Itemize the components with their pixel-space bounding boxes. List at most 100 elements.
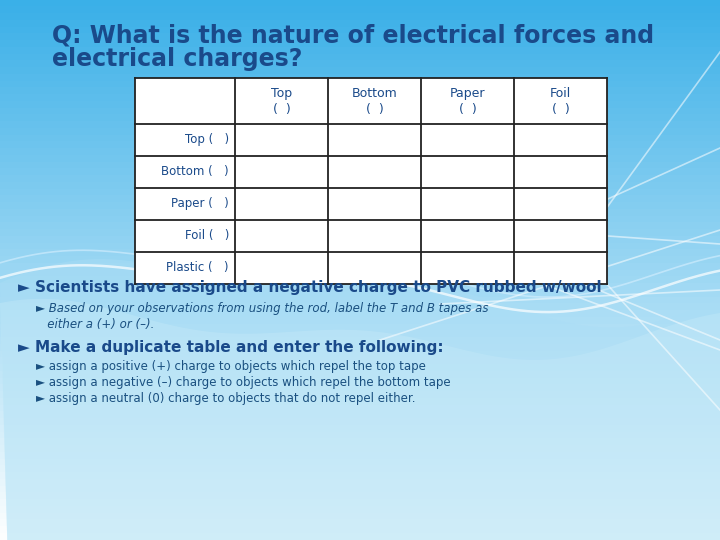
Bar <box>0 411 720 418</box>
Bar <box>0 229 720 237</box>
Bar <box>0 283 720 291</box>
Bar <box>0 533 720 540</box>
Bar <box>0 188 720 195</box>
Bar <box>0 249 720 256</box>
Bar <box>0 472 720 480</box>
Bar <box>0 94 720 102</box>
Bar <box>0 202 720 209</box>
Text: Q: What is the nature of electrical forces and: Q: What is the nature of electrical forc… <box>52 23 654 47</box>
Bar <box>0 431 720 438</box>
Bar <box>0 344 720 351</box>
Text: electrical charges?: electrical charges? <box>52 47 302 71</box>
Bar <box>0 290 720 297</box>
Bar <box>0 0 720 6</box>
Bar <box>0 445 720 453</box>
Text: (  ): ( ) <box>273 103 290 116</box>
Bar <box>0 209 720 216</box>
Bar <box>0 67 720 74</box>
Bar <box>0 155 720 162</box>
Bar <box>0 398 720 405</box>
Bar <box>0 337 720 345</box>
Bar <box>0 384 720 391</box>
Bar <box>0 512 720 519</box>
Bar <box>0 256 720 263</box>
Text: ► assign a neutral (0) charge to objects that do not repel either.: ► assign a neutral (0) charge to objects… <box>36 392 415 405</box>
Bar <box>0 452 720 459</box>
Text: Foil: Foil <box>550 87 571 100</box>
Text: (  ): ( ) <box>459 103 477 116</box>
Text: either a (+) or (–).: either a (+) or (–). <box>36 318 154 331</box>
Bar <box>0 323 720 330</box>
Bar <box>0 121 720 128</box>
Bar <box>0 263 720 270</box>
Bar <box>0 222 720 230</box>
Text: Plastic (   ): Plastic ( ) <box>166 261 229 274</box>
Bar <box>0 519 720 526</box>
Bar <box>0 296 720 303</box>
PathPatch shape <box>0 259 720 540</box>
Bar <box>0 13 720 20</box>
Bar <box>0 134 720 141</box>
Bar <box>0 148 720 156</box>
Bar <box>0 175 720 183</box>
Bar <box>0 317 720 324</box>
Bar <box>0 303 720 310</box>
Bar <box>0 269 720 276</box>
Bar <box>0 87 720 94</box>
Bar <box>0 33 720 40</box>
Text: Top: Top <box>271 87 292 100</box>
Text: Foil (   ): Foil ( ) <box>184 230 229 242</box>
Text: Paper (   ): Paper ( ) <box>171 198 229 211</box>
Text: ► Make a duplicate table and enter the following:: ► Make a duplicate table and enter the f… <box>18 340 444 355</box>
Text: ► assign a negative (–) charge to objects which repel the bottom tape: ► assign a negative (–) charge to object… <box>36 376 451 389</box>
Bar <box>0 364 720 372</box>
Bar <box>0 242 720 249</box>
Bar <box>0 357 720 364</box>
Bar <box>0 485 720 492</box>
Bar <box>0 236 720 243</box>
Bar <box>0 526 720 534</box>
Text: ► Based on your observations from using the rod, label the T and B tapes as: ► Based on your observations from using … <box>36 302 488 315</box>
Bar <box>0 465 720 472</box>
Bar <box>0 418 720 426</box>
Bar <box>0 26 720 33</box>
Bar <box>0 53 720 60</box>
Text: ► assign a positive (+) charge to objects which repel the top tape: ► assign a positive (+) charge to object… <box>36 360 426 373</box>
Text: Bottom: Bottom <box>351 87 397 100</box>
Bar <box>0 499 720 507</box>
Bar <box>0 492 720 500</box>
Bar <box>0 161 720 168</box>
Bar <box>0 80 720 87</box>
Bar <box>0 6 720 14</box>
Bar <box>0 20 720 27</box>
Bar <box>0 404 720 411</box>
Text: Top (   ): Top ( ) <box>185 133 229 146</box>
Bar <box>135 78 607 284</box>
Bar <box>0 350 720 357</box>
Bar <box>0 60 720 68</box>
Bar <box>0 107 720 115</box>
Bar <box>0 458 720 465</box>
Bar <box>0 479 720 486</box>
Bar <box>0 47 720 54</box>
Bar <box>0 128 720 135</box>
Text: (  ): ( ) <box>552 103 570 116</box>
Bar <box>0 114 720 122</box>
Bar <box>0 276 720 284</box>
Text: Bottom (   ): Bottom ( ) <box>161 165 229 179</box>
Bar <box>0 438 720 445</box>
Bar <box>0 377 720 384</box>
Bar <box>0 141 720 149</box>
Bar <box>0 371 720 378</box>
Bar <box>0 182 720 189</box>
Bar <box>0 40 720 47</box>
Text: ► Scientists have assigned a negative charge to PVC rubbed w/wool: ► Scientists have assigned a negative ch… <box>18 280 602 295</box>
Bar <box>0 330 720 338</box>
Bar <box>0 195 720 202</box>
Text: (  ): ( ) <box>366 103 383 116</box>
Bar <box>0 168 720 176</box>
Bar <box>0 425 720 432</box>
Text: Paper: Paper <box>450 87 485 100</box>
Bar <box>0 310 720 317</box>
Bar <box>0 215 720 222</box>
